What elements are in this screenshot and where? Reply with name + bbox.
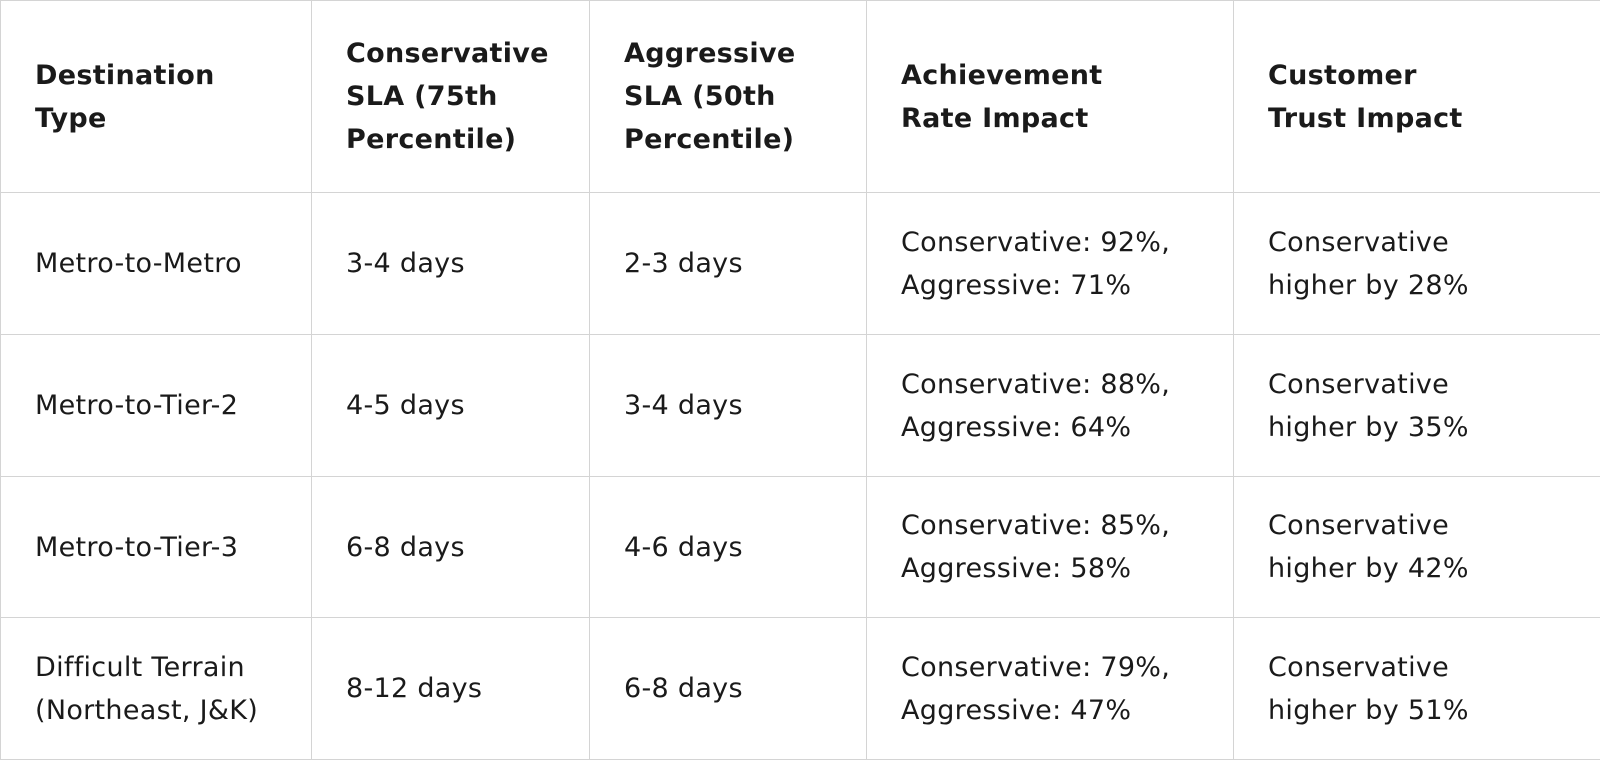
cell-text-line: Conservative: 79%, <box>901 646 1233 689</box>
cell-text-line: 6-8 days <box>346 526 589 569</box>
cell-text-line: (Northeast, J&K) <box>35 689 311 732</box>
cell-text-line: Conservative: 92%, <box>901 221 1233 264</box>
cell-text-line: SLA (50th <box>624 75 866 118</box>
cell-text-line: SLA (75th <box>346 75 589 118</box>
cell-text-line: Conservative: 85%, <box>901 504 1233 547</box>
cell-text-line: Conservative <box>1268 646 1600 689</box>
cell-text-line: higher by 28% <box>1268 264 1600 307</box>
cell-text-line: Trust Impact <box>1268 97 1600 140</box>
cell-text-line: Aggressive: 64% <box>901 406 1233 449</box>
cell-text-line: Achievement <box>901 54 1233 97</box>
table-cell: 8-12 days <box>312 618 590 760</box>
cell-text-line: Conservative <box>1268 363 1600 406</box>
cell-text-line: Destination <box>35 54 311 97</box>
table-cell: 6-8 days <box>312 477 590 618</box>
cell-text-line: Conservative <box>1268 221 1600 264</box>
cell-text-line: Type <box>35 97 311 140</box>
cell-text-line: Metro-to-Metro <box>35 242 311 285</box>
cell-text-line: Metro-to-Tier-3 <box>35 526 311 569</box>
cell-text-line: 3-4 days <box>624 384 866 427</box>
cell-text-line: higher by 42% <box>1268 547 1600 590</box>
cell-text-line: Conservative: 88%, <box>901 363 1233 406</box>
cell-text-line: 4-5 days <box>346 384 589 427</box>
cell-text-line: 8-12 days <box>346 667 589 710</box>
cell-text-line: Metro-to-Tier-2 <box>35 384 311 427</box>
cell-text-line: Aggressive <box>624 32 866 75</box>
table-cell: Difficult Terrain(Northeast, J&K) <box>1 618 312 760</box>
cell-text-line: Aggressive: 71% <box>901 264 1233 307</box>
cell-text-line: Difficult Terrain <box>35 646 311 689</box>
cell-text-line: Percentile) <box>346 118 589 161</box>
table-row: Difficult Terrain(Northeast, J&K) 8-12 da… <box>1 618 1600 760</box>
table-cell: Conservative: 92%,Aggressive: 71% <box>867 193 1234 335</box>
cell-text-line: Rate Impact <box>901 97 1233 140</box>
table-cell: 3-4 days <box>312 193 590 335</box>
table-cell: 2-3 days <box>590 193 867 335</box>
cell-text-line: Conservative <box>1268 504 1600 547</box>
cell-text-line: 3-4 days <box>346 242 589 285</box>
table-cell: Conservative: 88%,Aggressive: 64% <box>867 335 1234 477</box>
table-cell: 3-4 days <box>590 335 867 477</box>
cell-text-line: higher by 51% <box>1268 689 1600 732</box>
table-cell: 6-8 days <box>590 618 867 760</box>
table-cell: Conservative: 79%,Aggressive: 47% <box>867 618 1234 760</box>
cell-text-line: Percentile) <box>624 118 866 161</box>
cell-text-line: higher by 35% <box>1268 406 1600 449</box>
cell-text-line: Customer <box>1268 54 1600 97</box>
cell-text-line: Aggressive: 58% <box>901 547 1233 590</box>
cell-text-line: 6-8 days <box>624 667 866 710</box>
table-cell: Conservative: 85%,Aggressive: 58% <box>867 477 1234 618</box>
table-cell: Metro-to-Tier-2 <box>1 335 312 477</box>
table-cell: 4-6 days <box>590 477 867 618</box>
cell-text-line: 2-3 days <box>624 242 866 285</box>
table-cell: Metro-to-Metro <box>1 193 312 335</box>
cell-text-line: Aggressive: 47% <box>901 689 1233 732</box>
cell-text-line: 4-6 days <box>624 526 866 569</box>
cell-text-line: Conservative <box>346 32 589 75</box>
table-cell: 4-5 days <box>312 335 590 477</box>
table-cell: Metro-to-Tier-3 <box>1 477 312 618</box>
